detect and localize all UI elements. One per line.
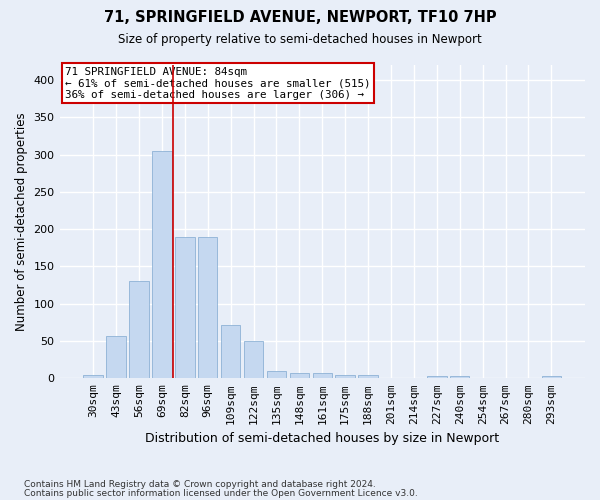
Bar — [83, 374, 103, 378]
Bar — [358, 374, 378, 378]
Bar — [335, 374, 355, 378]
Text: 71, SPRINGFIELD AVENUE, NEWPORT, TF10 7HP: 71, SPRINGFIELD AVENUE, NEWPORT, TF10 7H… — [104, 10, 496, 25]
Bar — [542, 376, 561, 378]
Y-axis label: Number of semi-detached properties: Number of semi-detached properties — [15, 112, 28, 331]
Bar — [198, 236, 217, 378]
Text: Contains HM Land Registry data © Crown copyright and database right 2024.: Contains HM Land Registry data © Crown c… — [24, 480, 376, 489]
X-axis label: Distribution of semi-detached houses by size in Newport: Distribution of semi-detached houses by … — [145, 432, 499, 445]
Text: Contains public sector information licensed under the Open Government Licence v3: Contains public sector information licen… — [24, 489, 418, 498]
Bar — [221, 324, 241, 378]
Bar — [175, 236, 194, 378]
Bar — [129, 282, 149, 378]
Bar — [427, 376, 446, 378]
Bar — [450, 376, 469, 378]
Text: 71 SPRINGFIELD AVENUE: 84sqm
← 61% of semi-detached houses are smaller (515)
36%: 71 SPRINGFIELD AVENUE: 84sqm ← 61% of se… — [65, 66, 370, 100]
Bar — [244, 341, 263, 378]
Text: Size of property relative to semi-detached houses in Newport: Size of property relative to semi-detach… — [118, 32, 482, 46]
Bar — [152, 151, 172, 378]
Bar — [313, 373, 332, 378]
Bar — [106, 336, 126, 378]
Bar — [267, 371, 286, 378]
Bar — [290, 373, 309, 378]
